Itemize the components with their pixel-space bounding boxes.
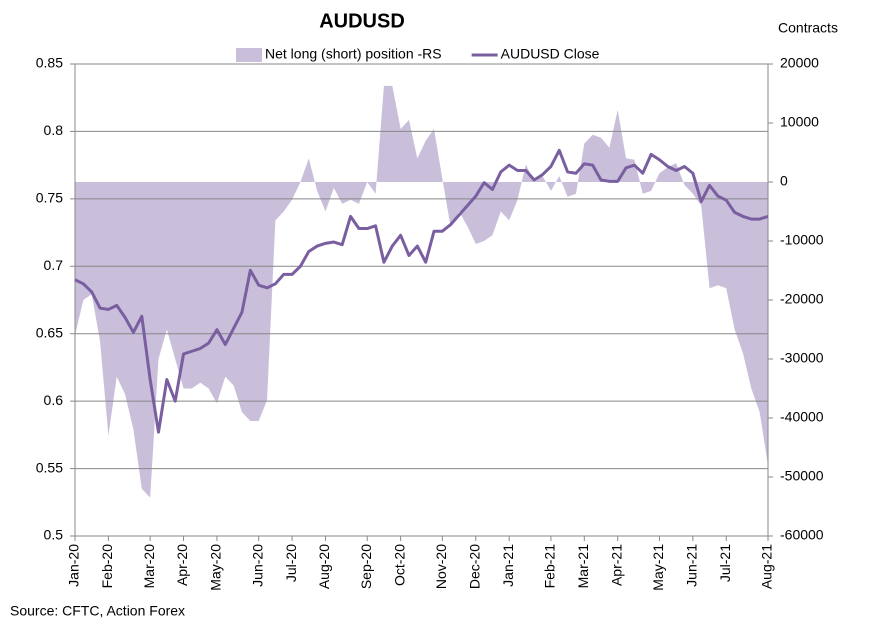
- y-tick-label: 0.6: [44, 392, 64, 408]
- x-tick-label: Aug-20: [316, 544, 332, 589]
- x-tick-label: Mar-20: [141, 544, 157, 589]
- y-tick-label: 0.5: [44, 527, 64, 543]
- x-tick-label: May-21: [650, 544, 666, 591]
- plot-frame: [74, 63, 769, 537]
- legend-swatch: [236, 48, 262, 62]
- x-tick-label: Jan-21: [500, 544, 516, 587]
- x-tick-label: Jun-20: [249, 544, 265, 587]
- x-tick-label: Apr-21: [608, 544, 624, 586]
- y2-axis-label: Contracts: [778, 20, 838, 36]
- x-tick-label: Sep-20: [358, 544, 374, 589]
- y2-tick-label: -50000: [780, 468, 824, 484]
- chart-title: AUDUSD: [319, 10, 405, 32]
- x-tick-label: May-20: [208, 544, 224, 591]
- y2-tick-label: -40000: [780, 409, 824, 425]
- x-tick-label: Jul-21: [717, 544, 733, 582]
- x-tick-label: Jan-20: [66, 544, 82, 587]
- y2-tick-label: 20000: [780, 55, 819, 71]
- x-tick-label: Jun-21: [684, 544, 700, 587]
- legend-label: AUDUSD Close: [501, 46, 600, 62]
- y2-tick-label: -60000: [780, 527, 824, 543]
- x-tick-label: Oct-20: [391, 544, 407, 586]
- x-tick-label: Aug-21: [759, 544, 775, 589]
- legend-label: Net long (short) position -RS: [265, 46, 442, 62]
- x-tick-label: Feb-20: [99, 544, 115, 589]
- line-series: [74, 148, 769, 434]
- x-tick-label: Jul-20: [283, 544, 299, 582]
- y2-tick-label: 0: [780, 173, 788, 189]
- y-tick-label: 0.8: [44, 122, 64, 138]
- y-tick-label: 0.65: [36, 324, 63, 340]
- source-note: Source: CFTC, Action Forex: [10, 603, 185, 619]
- y2-tick-label: 10000: [780, 114, 819, 130]
- x-tick-label: Mar-21: [575, 544, 591, 589]
- y-tick-label: 0.7: [44, 257, 64, 273]
- y-tick-label: 0.75: [36, 190, 63, 206]
- y-tick-label: 0.85: [36, 55, 63, 71]
- x-tick-label: Feb-21: [542, 544, 558, 589]
- area-series: [75, 85, 768, 498]
- x-tick-label: Nov-20: [433, 544, 449, 589]
- x-tick-label: Dec-20: [466, 544, 482, 589]
- x-tick-label: Apr-20: [174, 544, 190, 586]
- y-tick-label: 0.55: [36, 459, 63, 475]
- y2-tick-label: -10000: [780, 232, 824, 248]
- y2-tick-label: -30000: [780, 350, 824, 366]
- y2-tick-label: -20000: [780, 291, 824, 307]
